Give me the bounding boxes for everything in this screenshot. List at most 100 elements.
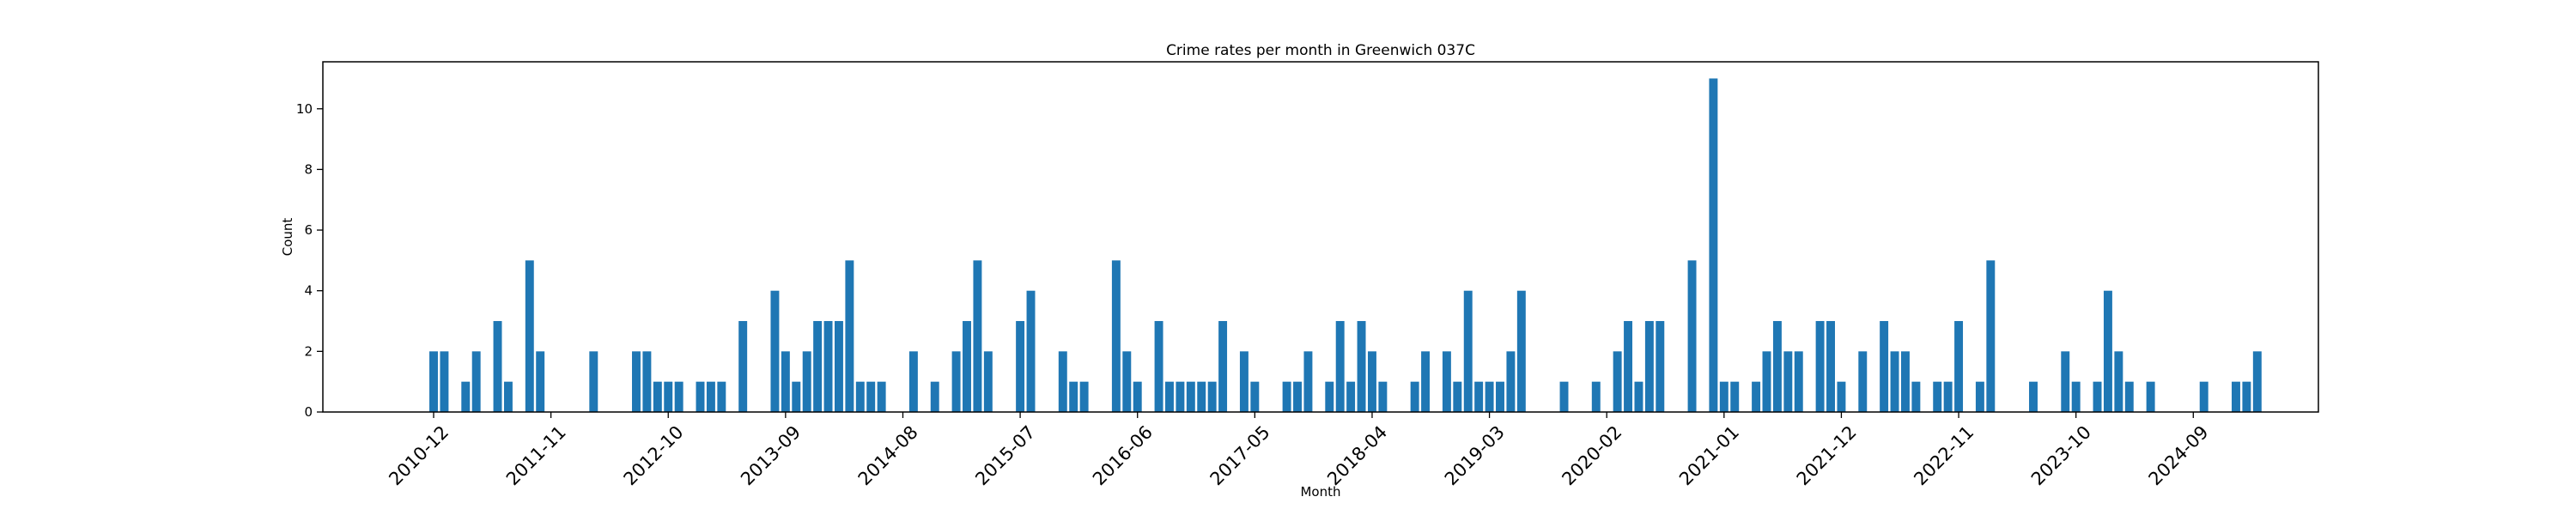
bar-2022-09	[1933, 381, 1942, 412]
bar-2019-03	[1485, 381, 1494, 412]
bar-2012-11	[674, 381, 683, 412]
y-tick-label: 4	[304, 283, 313, 299]
bar-2012-03	[589, 351, 598, 412]
bar-2011-01	[440, 351, 449, 412]
bar-2017-05	[1250, 381, 1260, 412]
bar-2020-10	[1687, 260, 1697, 412]
bar-2011-10	[536, 351, 545, 412]
bar-2018-11	[1442, 351, 1451, 412]
bar-2018-04	[1367, 351, 1376, 412]
bar-2014-03	[845, 260, 854, 412]
bar-2021-01	[1719, 381, 1728, 412]
bar-2016-01	[1079, 381, 1089, 412]
bar-2020-07	[1656, 321, 1665, 412]
bar-2021-06	[1772, 321, 1782, 412]
bar-2025-03	[2252, 351, 2262, 412]
bar-2023-12	[2093, 381, 2102, 412]
bar-2014-04	[855, 381, 865, 412]
bar-2019-10	[1559, 381, 1569, 412]
y-axis: 0 2 4 6 8 10	[296, 101, 323, 420]
bar-2013-01	[696, 381, 705, 412]
bar-2013-03	[717, 381, 726, 412]
bar-2021-10	[1815, 321, 1825, 412]
bar-2017-04	[1239, 351, 1249, 412]
bar-2017-01	[1207, 381, 1217, 412]
bar-2017-10	[1303, 351, 1313, 412]
bar-2014-11	[930, 381, 939, 412]
bar-2024-10	[2199, 381, 2208, 412]
bar-2016-04	[1111, 260, 1121, 412]
bar-2015-07	[1016, 321, 1025, 412]
bar-2012-09	[653, 381, 662, 412]
bar-2021-07	[1783, 351, 1793, 412]
bar-2019-02	[1474, 381, 1484, 412]
bar-2014-01	[823, 321, 833, 412]
x-axis-label: Month	[1300, 484, 1340, 500]
bars-layer	[429, 78, 2262, 413]
bar-2024-02	[2114, 351, 2123, 412]
bar-2024-01	[2103, 290, 2112, 412]
bar-2011-09	[525, 260, 534, 412]
bar-2022-11	[1954, 321, 1964, 412]
bar-2019-01	[1463, 290, 1473, 412]
bar-2017-09	[1293, 381, 1302, 412]
bar-2024-05	[2146, 381, 2155, 412]
chart-title: Crime rates per month in Greenwich 037C	[1166, 42, 1475, 59]
bar-2022-07	[1911, 381, 1921, 412]
bar-2015-04	[983, 351, 993, 412]
bar-2013-10	[792, 381, 801, 412]
bar-2020-05	[1634, 381, 1643, 412]
bar-2016-12	[1197, 381, 1206, 412]
bar-2016-08	[1154, 321, 1163, 412]
bar-2014-05	[866, 381, 876, 412]
bar-2013-11	[802, 351, 811, 412]
bar-2011-07	[503, 381, 513, 412]
bar-2015-02	[963, 321, 971, 412]
bar-2018-05	[1378, 381, 1388, 412]
bar-2018-03	[1357, 321, 1366, 412]
y-tick-label: 0	[304, 404, 313, 420]
bar-2012-08	[642, 351, 652, 412]
y-axis-label: Count	[280, 218, 295, 257]
bar-2020-12	[1709, 78, 1718, 413]
bar-2016-06	[1133, 381, 1142, 412]
bar-2015-08	[1026, 290, 1036, 412]
bar-2013-12	[813, 321, 823, 412]
bar-2019-06	[1516, 290, 1526, 412]
bar-2021-11	[1826, 321, 1835, 412]
bar-2018-09	[1421, 351, 1431, 412]
bar-2014-06	[877, 381, 886, 412]
bar-2022-04	[1880, 321, 1889, 412]
bar-2023-01	[1975, 381, 1984, 412]
bar-2023-10	[2071, 381, 2081, 412]
y-tick-label: 6	[304, 222, 313, 238]
bar-2025-02	[2242, 381, 2251, 412]
bar-2010-12	[429, 351, 438, 412]
y-tick-label: 8	[304, 161, 313, 177]
bar-2014-02	[834, 321, 843, 412]
plot-frame	[322, 61, 2319, 413]
bar-2025-01	[2232, 381, 2240, 412]
bar-2012-07	[632, 351, 641, 412]
bar-2011-06	[493, 321, 502, 412]
bar-2013-05	[738, 321, 748, 412]
bar-2019-05	[1506, 351, 1516, 412]
bar-2016-05	[1122, 351, 1132, 412]
bar-2013-08	[770, 290, 780, 412]
bar-2015-12	[1069, 381, 1078, 412]
bar-2016-11	[1186, 381, 1195, 412]
bar-2018-01	[1335, 321, 1345, 412]
bar-2018-12	[1453, 381, 1462, 412]
bar-2021-05	[1762, 351, 1771, 412]
bar-2018-08	[1410, 381, 1419, 412]
bar-2015-03	[973, 260, 982, 412]
bar-2021-02	[1730, 381, 1740, 412]
bar-2022-05	[1890, 351, 1899, 412]
bar-2020-06	[1644, 321, 1654, 412]
bar-2014-09	[908, 351, 918, 412]
bar-2023-02	[1986, 260, 1996, 412]
y-tick-label: 10	[296, 101, 313, 117]
bar-2024-03	[2124, 381, 2134, 412]
